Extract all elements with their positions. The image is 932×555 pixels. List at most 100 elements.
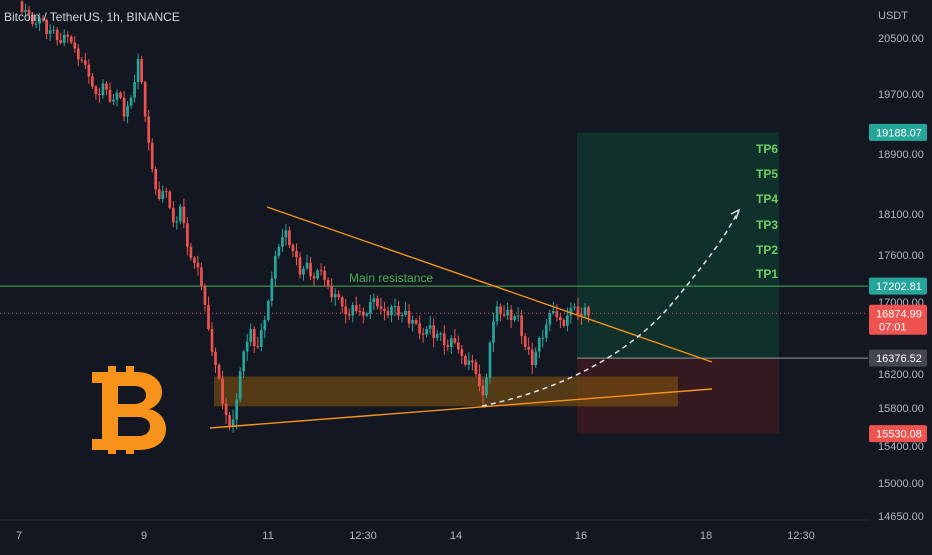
price-axis[interactable] <box>868 0 932 550</box>
support-zone[interactable] <box>214 376 678 407</box>
candle <box>171 201 175 228</box>
candle <box>453 328 457 345</box>
candle <box>495 301 499 326</box>
bitcoin-logo-icon <box>92 366 166 454</box>
time-axis[interactable] <box>0 520 932 550</box>
candle <box>527 337 531 356</box>
lower-trendline[interactable] <box>209 388 713 429</box>
candle <box>129 95 133 109</box>
candle <box>319 263 323 276</box>
symbol-title[interactable]: Bitcoin / TetherUS, 1h, BINANCE <box>4 10 180 24</box>
candle <box>523 333 527 351</box>
candle <box>207 296 210 331</box>
candle <box>189 242 193 261</box>
candle <box>91 73 94 89</box>
candle <box>559 312 562 329</box>
candle <box>126 101 129 124</box>
candle <box>302 266 305 281</box>
price-tick-label: 15800.00 <box>878 403 924 415</box>
tp-label-tp4: TP4 <box>756 192 778 206</box>
candle <box>80 57 84 63</box>
price-tag[interactable]: 17202.81 <box>869 277 927 295</box>
time-tick-label: 16 <box>575 530 587 542</box>
candle <box>228 411 231 431</box>
candle <box>175 216 179 230</box>
time-tick-label: 18 <box>700 530 712 542</box>
profit-zone[interactable] <box>577 132 779 359</box>
candle <box>555 304 559 322</box>
candle <box>369 294 372 320</box>
candle <box>372 293 376 311</box>
candle <box>414 318 418 326</box>
candle <box>133 74 136 103</box>
candle <box>249 323 253 347</box>
candle <box>390 304 393 323</box>
price-tag[interactable]: 15530.08 <box>869 425 927 443</box>
candle <box>256 336 260 349</box>
candle <box>541 329 545 348</box>
candle <box>305 254 309 271</box>
candle <box>115 89 119 107</box>
candle <box>224 398 228 424</box>
candle <box>446 339 450 352</box>
candle <box>48 24 52 42</box>
candle <box>274 250 277 286</box>
candle <box>200 262 203 291</box>
take-profit-labels: TP6 TP5 TP4 TP3 TP2 TP1 <box>756 142 778 281</box>
candle <box>583 303 587 319</box>
candle <box>435 329 439 342</box>
price-tick-label: 17600.00 <box>878 250 924 262</box>
candles-group <box>20 0 590 433</box>
price-tick-label: 15000.00 <box>878 478 924 490</box>
candle <box>344 298 348 324</box>
candle <box>449 335 453 354</box>
price-tag[interactable]: 19188.07 <box>869 123 927 141</box>
candle <box>27 5 31 21</box>
candle <box>288 226 291 248</box>
candle <box>425 325 428 338</box>
price-tag[interactable]: 16376.52 <box>869 349 927 367</box>
candle <box>537 336 541 359</box>
candle <box>488 340 492 384</box>
candle <box>379 297 383 315</box>
candle <box>140 55 143 85</box>
candle <box>119 91 122 100</box>
candle <box>340 295 344 314</box>
candle <box>196 255 200 276</box>
svg-text:15530.08: 15530.08 <box>876 429 922 441</box>
time-tick-label: 12:30 <box>349 530 377 542</box>
candle <box>485 373 488 399</box>
time-axis-ticks: 7 9 11 12:30 14 16 18 12:30 <box>16 530 815 542</box>
candle <box>69 35 73 44</box>
tp-label-tp2: TP2 <box>756 243 778 257</box>
candle <box>55 27 59 46</box>
svg-text:16874.99: 16874.99 <box>876 308 922 320</box>
candle <box>179 203 182 225</box>
candle <box>221 370 224 410</box>
candle <box>266 299 270 322</box>
price-tick-label: 18900.00 <box>878 149 924 161</box>
candle <box>573 303 576 311</box>
svg-text:17202.81: 17202.81 <box>876 281 922 293</box>
candle <box>460 344 464 365</box>
tp-label-tp1: TP1 <box>756 267 778 281</box>
candle <box>193 256 196 269</box>
candle <box>24 3 27 17</box>
candle <box>157 181 161 201</box>
candle <box>576 297 580 320</box>
candle <box>309 256 312 281</box>
candle <box>101 79 105 99</box>
time-tick-label: 11 <box>262 530 273 542</box>
candle <box>333 288 337 306</box>
price-tick-label: 16200.00 <box>878 369 924 381</box>
candle <box>122 91 126 122</box>
candle <box>238 367 242 403</box>
candle <box>66 31 70 43</box>
candle <box>316 268 319 281</box>
candle <box>337 290 341 300</box>
resistance-label: Main resistance <box>349 271 433 285</box>
candle <box>161 185 165 203</box>
